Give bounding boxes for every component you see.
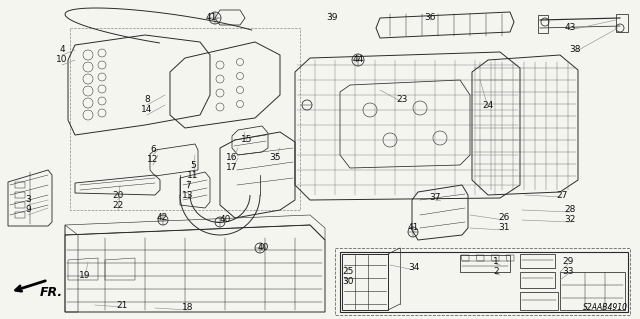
Text: FR.: FR. <box>40 286 63 299</box>
Text: 41: 41 <box>205 13 217 23</box>
Text: 36: 36 <box>424 13 436 23</box>
Text: 21: 21 <box>116 300 128 309</box>
Text: 37: 37 <box>429 194 441 203</box>
Text: 18: 18 <box>182 303 194 313</box>
Text: 15: 15 <box>241 136 253 145</box>
Text: 43: 43 <box>564 24 576 33</box>
Text: 22: 22 <box>113 201 124 210</box>
Text: 25: 25 <box>342 268 354 277</box>
Text: 19: 19 <box>79 271 91 279</box>
Text: S2AAB4910: S2AAB4910 <box>583 303 628 312</box>
Text: 3: 3 <box>25 196 31 204</box>
Text: 34: 34 <box>408 263 420 272</box>
Text: 9: 9 <box>25 205 31 214</box>
Text: 28: 28 <box>564 205 576 214</box>
Text: 42: 42 <box>156 213 168 222</box>
Text: 12: 12 <box>147 155 159 165</box>
Text: 14: 14 <box>141 106 153 115</box>
Text: 24: 24 <box>483 100 493 109</box>
Text: 16: 16 <box>227 153 237 162</box>
Text: 23: 23 <box>396 95 408 105</box>
Text: 1: 1 <box>493 257 499 266</box>
Text: 8: 8 <box>144 95 150 105</box>
Text: 40: 40 <box>257 243 269 253</box>
Text: 6: 6 <box>150 145 156 154</box>
Text: 27: 27 <box>556 190 568 199</box>
Text: 33: 33 <box>563 268 573 277</box>
Text: 2: 2 <box>493 268 499 277</box>
Text: 20: 20 <box>112 190 124 199</box>
Text: 32: 32 <box>564 216 576 225</box>
Text: 10: 10 <box>56 56 68 64</box>
Text: 35: 35 <box>269 153 281 162</box>
Text: 39: 39 <box>326 13 338 23</box>
Text: 40: 40 <box>220 216 230 225</box>
Text: 11: 11 <box>188 170 199 180</box>
Text: 4: 4 <box>59 46 65 55</box>
Text: 5: 5 <box>190 160 196 169</box>
Text: 17: 17 <box>227 164 237 173</box>
Text: 41: 41 <box>407 224 419 233</box>
Text: 44: 44 <box>353 56 364 64</box>
Text: 29: 29 <box>563 257 573 266</box>
Text: 26: 26 <box>499 213 509 222</box>
Text: 38: 38 <box>569 46 580 55</box>
Text: 7: 7 <box>185 181 191 189</box>
Text: 31: 31 <box>499 224 509 233</box>
Text: 13: 13 <box>182 190 194 199</box>
Text: 30: 30 <box>342 278 354 286</box>
